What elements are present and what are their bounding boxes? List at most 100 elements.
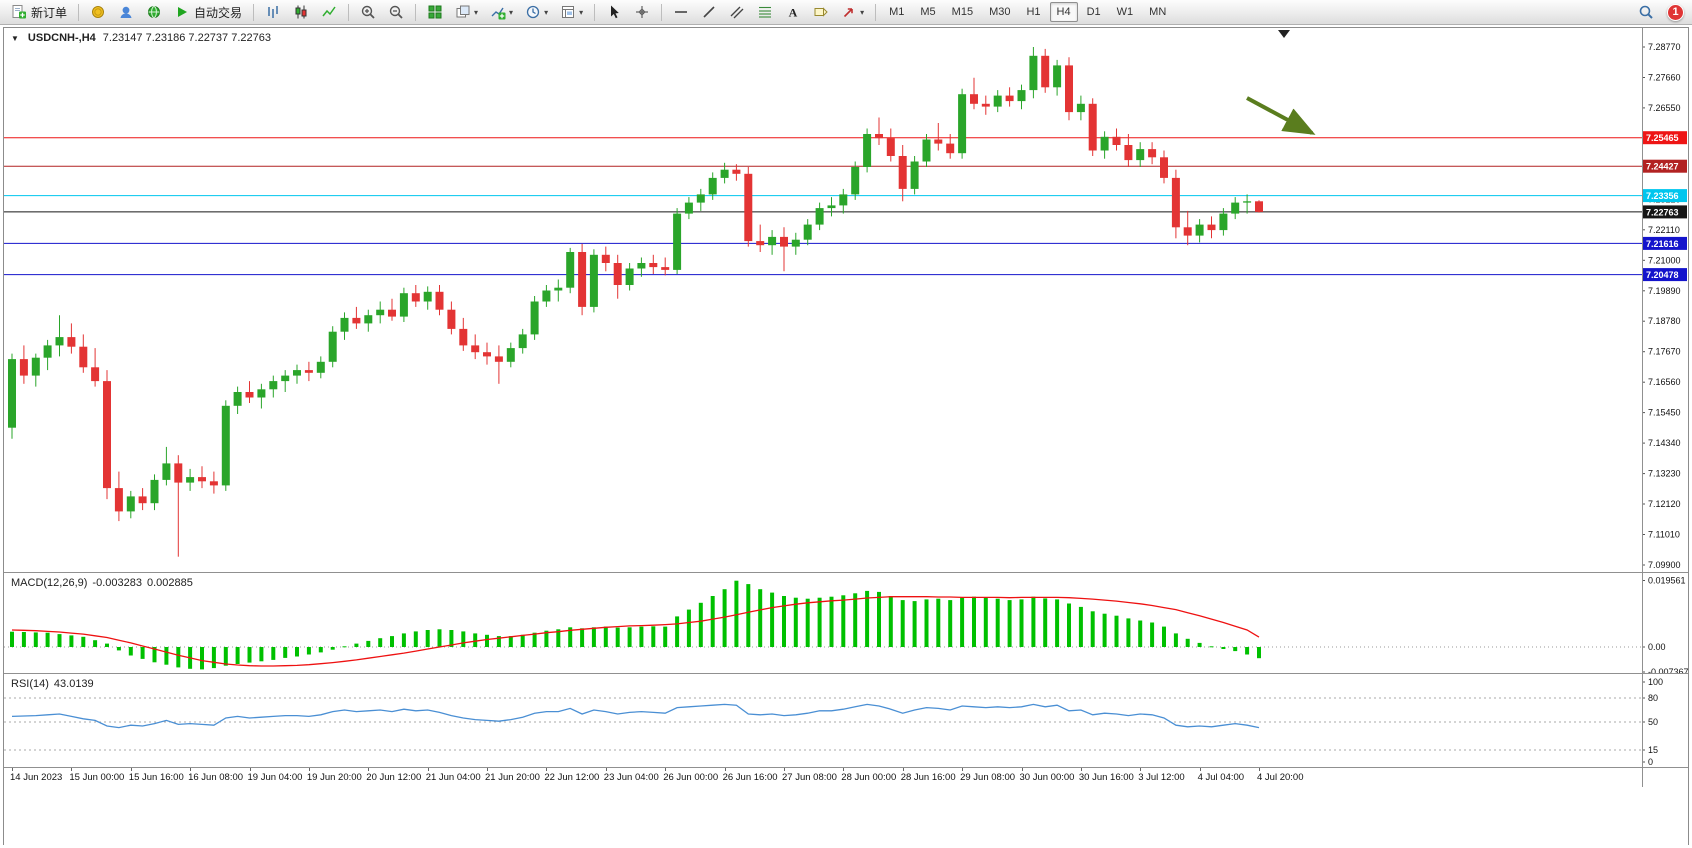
rsi-axis-label: 80 — [1648, 693, 1658, 703]
community-button[interactable] — [141, 2, 167, 23]
time-axis-tick — [249, 768, 251, 771]
candle — [316, 356, 325, 379]
fibonacci-button[interactable] — [752, 2, 778, 23]
bar-chart-button[interactable] — [260, 2, 286, 23]
time-axis-tick — [1140, 768, 1142, 771]
macd-histogram-bar — [211, 647, 216, 669]
shapes-button[interactable]: ▾ — [836, 2, 869, 23]
timeframe-d1-button[interactable]: D1 — [1086, 6, 1101, 18]
candle — [221, 400, 230, 491]
price-tag[interactable]: 7.23356 — [1643, 189, 1687, 203]
price-chart-pane[interactable]: 7.287707.276607.265507.254407.243307.232… — [4, 28, 1688, 572]
rsi-pane[interactable]: 100 80 50 15 0 RSI(14) 43.0139 — [4, 674, 1688, 767]
macd-histogram-bar — [960, 597, 965, 647]
periods-button[interactable]: ▾ — [520, 2, 553, 23]
price-tag[interactable]: 7.25465 — [1643, 131, 1687, 145]
arrange-windows-button[interactable]: ▾ — [450, 2, 483, 23]
macd-histogram-bar — [793, 597, 798, 647]
pane-divider[interactable] — [4, 572, 1688, 573]
timeframe-mn-button[interactable]: MN — [1149, 6, 1167, 18]
macd-histogram-bar — [532, 632, 537, 647]
pane-divider[interactable] — [4, 673, 1688, 674]
candle — [506, 342, 515, 368]
one-click-trading-toggle[interactable]: ▼ — [11, 33, 19, 43]
autotrading-button[interactable]: 自动交易 — [169, 2, 247, 23]
indicators-button[interactable]: ▾ — [485, 2, 518, 23]
zoom-out-button[interactable] — [383, 2, 409, 23]
price-tag[interactable]: 7.22763 — [1643, 205, 1687, 219]
macd-histogram-bar — [603, 626, 608, 647]
price-axis-label: 7.15450 — [1648, 408, 1681, 418]
timeframe-w1-button[interactable]: W1 — [1116, 6, 1134, 18]
macd-histogram-bar — [223, 647, 228, 666]
macd-histogram-bar — [1245, 647, 1250, 655]
trend-arrow[interactable] — [1246, 96, 1316, 135]
candle — [578, 243, 587, 316]
time-axis-label: 16 Jun 08:00 — [188, 772, 244, 783]
candle — [1171, 169, 1180, 239]
deposit-button[interactable] — [85, 2, 111, 23]
text-button[interactable]: A — [780, 2, 806, 23]
new-order-button[interactable]: 新订单 — [6, 2, 72, 23]
macd-histogram-bar — [485, 634, 489, 647]
horizontal-line-button[interactable] — [668, 2, 694, 23]
candle — [803, 219, 812, 246]
macd-histogram-bar — [995, 598, 1000, 647]
macd-pane[interactable]: 0.019561 0.00 -0.007367 MACD(12,26,9) -0.0… — [4, 573, 1688, 673]
time-axis-label: 21 Jun 20:00 — [485, 772, 540, 783]
candle — [471, 334, 480, 360]
candlestick-chart-button[interactable] — [288, 2, 314, 23]
templates-button[interactable]: ▾ — [555, 2, 588, 23]
macd-histogram-bar — [568, 627, 573, 647]
macd-histogram-bar — [877, 591, 881, 647]
trendline-button[interactable] — [696, 2, 722, 23]
macd-histogram-bar — [865, 590, 870, 647]
timeframe-m5-button[interactable]: M5 — [920, 6, 936, 18]
line-chart-button[interactable] — [316, 2, 342, 23]
macd-histogram-bar — [556, 629, 561, 647]
tile-windows-button[interactable] — [422, 2, 448, 23]
timeframe-h4-button[interactable]: H4 — [1049, 2, 1078, 22]
time-axis-label: 29 Jun 08:00 — [960, 772, 1016, 783]
macd-axis-label: 0.019561 — [1648, 576, 1686, 586]
timeframe-h1-button[interactable]: H1 — [1026, 6, 1041, 18]
candle — [1124, 134, 1133, 167]
crosshair-button[interactable] — [629, 2, 655, 23]
price-tag[interactable]: 7.20478 — [1643, 268, 1687, 282]
price-tag[interactable]: 7.24427 — [1643, 159, 1687, 173]
price-tag[interactable]: 7.21616 — [1643, 236, 1687, 250]
timeframe-m30-button[interactable]: M30 — [989, 6, 1011, 18]
candle — [768, 230, 777, 255]
search-button[interactable] — [1633, 2, 1659, 23]
macd-histogram-bar — [1090, 611, 1095, 647]
macd-histogram-bar — [853, 593, 858, 647]
notification-badge[interactable]: 1 — [1667, 3, 1684, 21]
zoom-in-button[interactable] — [355, 2, 381, 23]
headset-icon — [120, 6, 132, 18]
candle — [1255, 200, 1263, 213]
macd-histogram-bar — [841, 595, 846, 647]
cursor-button[interactable] — [601, 2, 627, 23]
candle — [518, 328, 527, 354]
macd-histogram-bar — [1031, 596, 1036, 647]
candle — [1148, 142, 1157, 165]
time-axis[interactable]: 14 Jun 2023 15 Jun 00:00 15 Jun 16:00 16 Ju… — [4, 768, 1688, 787]
rsi-header: RSI(14) 43.0139 — [11, 678, 94, 690]
candle — [1088, 98, 1097, 156]
label-button[interactable] — [808, 2, 834, 23]
timeframe-m15-button[interactable]: M15 — [951, 6, 974, 18]
toolbar: 新订单 自动交易 ▾ ▾ ▾ ▾ A ▾ M1 M5 M15 M30 H1 H4 D1 W1 MN 1 — [0, 0, 1692, 25]
chart-candle-icon — [295, 5, 307, 19]
chart-shift-marker[interactable] — [1278, 30, 1290, 38]
price-axis-label: 7.14340 — [1648, 438, 1681, 448]
hline-icon — [675, 11, 688, 13]
timeframe-m1-button[interactable]: M1 — [889, 6, 905, 18]
channel-button[interactable] — [724, 2, 750, 23]
macd-histogram-bar — [888, 596, 893, 647]
support-button[interactable] — [113, 2, 139, 23]
time-axis-tick — [190, 768, 192, 771]
candle — [1160, 150, 1168, 184]
candle — [186, 468, 195, 491]
price-axis[interactable] — [1643, 28, 1688, 787]
macd-histogram-bar — [176, 647, 181, 668]
